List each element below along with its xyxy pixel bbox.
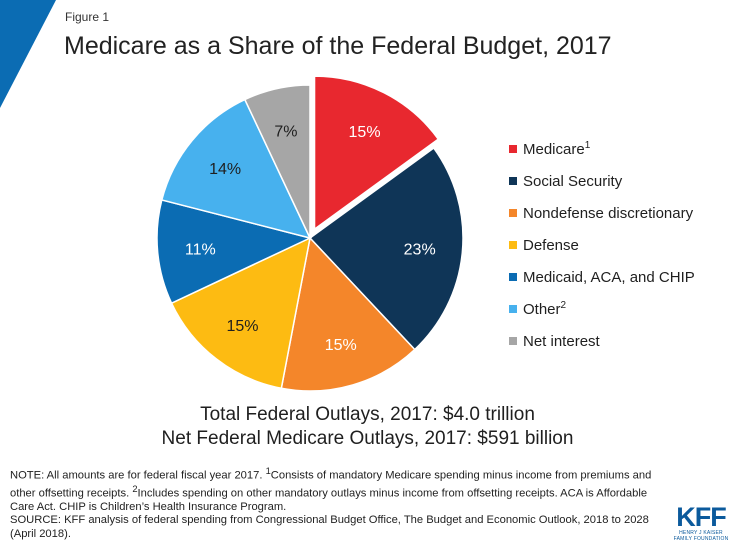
legend-text-4: Medicaid, ACA, and CHIP [523, 268, 695, 286]
legend-label-2: Nondefense discretionary [523, 205, 693, 222]
legend-sup-5: 2 [560, 299, 567, 311]
legend-swatch-0 [509, 145, 517, 153]
footnote: NOTE: All amounts are for federal fiscal… [10, 465, 670, 541]
slice-label-3: 15% [226, 318, 258, 335]
legend: Medicare1 Social Security Nondefense discr… [509, 133, 695, 357]
slice-label-6: 7% [274, 123, 297, 140]
medicare-outlays-text: Net Federal Medicare Outlays, 2017: $591… [161, 428, 574, 449]
note-sup-2: 2 [132, 484, 138, 495]
legend-text-5: Other [523, 300, 561, 318]
logo-subtitle-2: FAMILY FOUNDATION [673, 536, 729, 542]
legend-item-3: Defense [509, 229, 695, 261]
legend-swatch-1 [509, 177, 517, 185]
legend-swatch-5 [509, 305, 517, 313]
legend-swatch-3 [509, 241, 517, 249]
slice-label-5: 14% [209, 161, 241, 178]
legend-text-3: Defense [523, 236, 579, 254]
slice-label-0: 15% [349, 124, 381, 141]
legend-item-1: Social Security [509, 165, 695, 197]
legend-text-6: Net interest [523, 332, 600, 350]
legend-swatch-4 [509, 273, 517, 281]
legend-item-6: Net interest [509, 325, 695, 357]
legend-swatch-2 [509, 209, 517, 217]
legend-item-5: Other2 [509, 293, 695, 325]
source-paragraph: SOURCE: KFF analysis of federal spending… [10, 514, 649, 540]
legend-label-5: Other2 [523, 299, 567, 318]
legend-label-3: Defense [523, 237, 579, 254]
legend-label-0: Medicare1 [523, 139, 591, 158]
figure-label: Figure 1 [65, 10, 110, 24]
pie-slice-4 [156, 199, 313, 305]
slice-label-1: 23% [404, 241, 436, 258]
legend-text-2: Nondefense discretionary [523, 204, 694, 222]
legend-sup-0: 1 [584, 139, 591, 151]
legend-item-4: Medicaid, ACA, and CHIP [509, 261, 695, 293]
legend-swatch-6 [509, 337, 517, 345]
legend-label-6: Net interest [523, 333, 600, 350]
note-paragraph: NOTE: All amounts are for federal fiscal… [10, 465, 670, 514]
chart-title: Medicare as a Share of the Federal Budge… [64, 32, 612, 60]
pie-slice-2 [280, 236, 416, 392]
note-text-b: Consists of mandatory Medicare spending … [10, 469, 652, 500]
pie-slice-5 [160, 98, 312, 240]
kff-logo: KFF HENRY J KAISER FAMILY FOUNDATION [671, 502, 731, 543]
slice-label-4: 11% [185, 241, 216, 258]
legend-label-1: Social Security [523, 173, 622, 190]
note-text-c: Includes spending on other mandatory out… [10, 487, 648, 514]
pie-slice-3 [170, 236, 312, 390]
legend-text-1: Social Security [523, 172, 623, 190]
legend-item-2: Nondefense discretionary [509, 197, 695, 229]
corner-accent [0, 0, 56, 108]
pie-slice-0 [313, 75, 440, 231]
note-sup-1: 1 [265, 466, 271, 476]
pie-slice-1 [308, 147, 464, 351]
slice-label-2: 15% [325, 337, 357, 354]
note-text-a: NOTE: All amounts are for federal fiscal… [10, 469, 266, 482]
corner-accent-shape [0, 0, 56, 108]
legend-text-0: Medicare [523, 140, 585, 158]
total-outlays-text: Total Federal Outlays, 2017: $4.0 trilli… [200, 404, 535, 425]
legend-label-4: Medicaid, ACA, and CHIP [523, 269, 695, 286]
logo-subtitle-1: HENRY J KAISER [679, 530, 723, 536]
pie-chart: 15% 23% 15% 15% 11% 14% 7% [156, 75, 464, 392]
legend-item-0: Medicare1 [509, 133, 695, 165]
pie-slice-6 [243, 84, 311, 239]
logo-wordmark: KFF [676, 502, 726, 532]
